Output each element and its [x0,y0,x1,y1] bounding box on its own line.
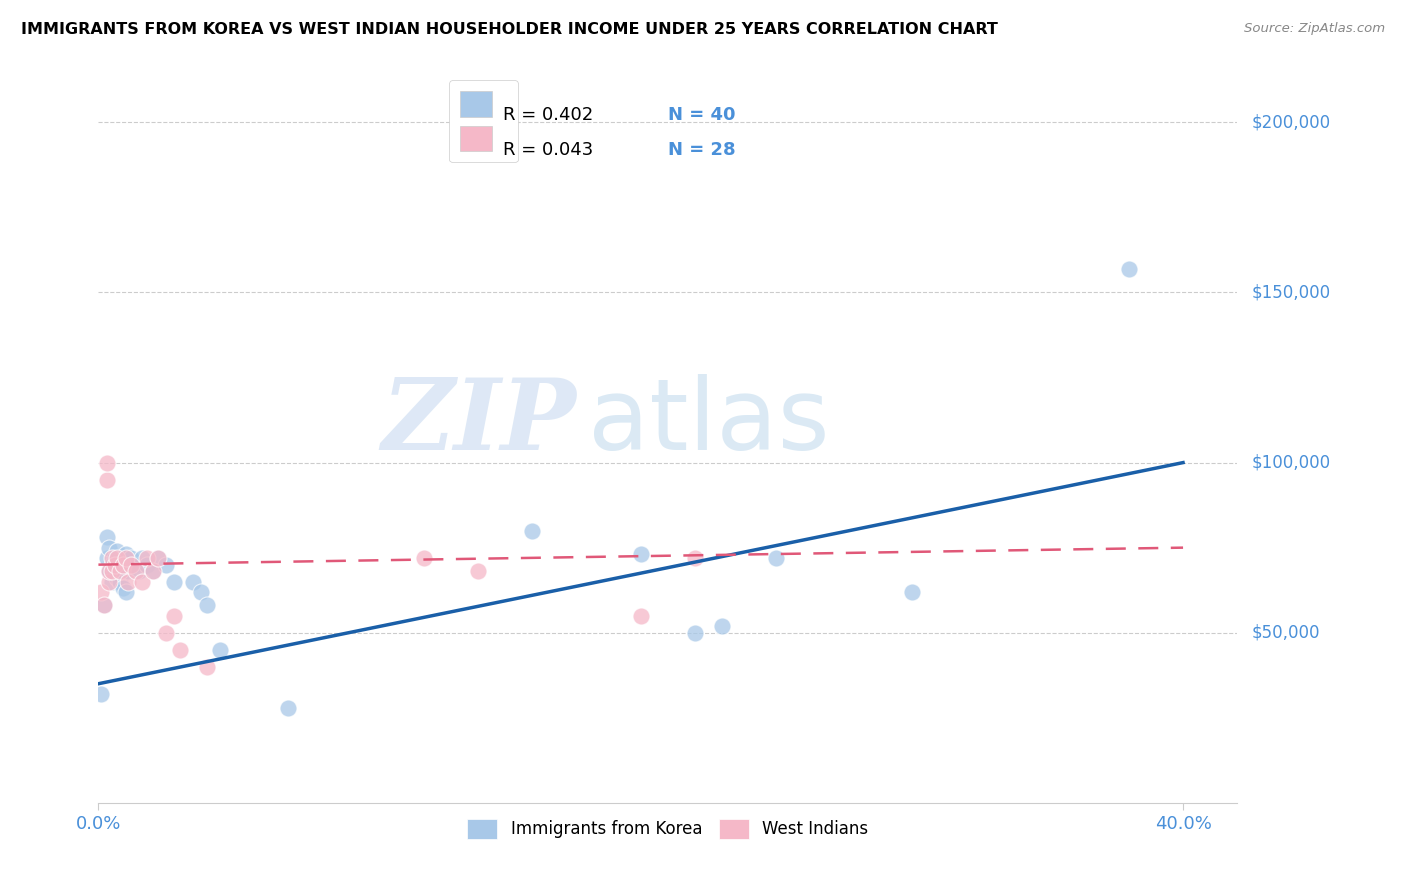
Point [96,550,118,565]
Point [142,565,165,579]
Text: Source: ZipAtlas.com: Source: ZipAtlas.com [1244,22,1385,36]
Point [120,558,142,572]
Point [111,582,134,596]
Point [630,548,652,562]
Point [711,619,734,633]
Point [101,558,124,572]
Point [142,565,165,579]
Point [107,571,129,585]
Point [104,550,127,565]
Point [108,565,131,579]
Point [136,558,159,572]
Text: $100,000: $100,000 [1251,454,1330,472]
Point [183,574,205,589]
Point [101,565,124,579]
Point [683,550,706,565]
Point [163,608,186,623]
Point [98,565,121,579]
Point [96,531,118,545]
Point [108,558,131,572]
Point [190,585,212,599]
Point [98,574,121,589]
Point [901,585,924,599]
Point [412,550,434,565]
Point [108,574,131,589]
Point [683,625,706,640]
Text: ZIP: ZIP [382,375,576,471]
Point [131,550,153,565]
Point [195,599,218,613]
Text: R = 0.043: R = 0.043 [503,141,593,159]
Point [104,565,127,579]
Point [195,659,218,673]
Text: IMMIGRANTS FROM KOREA VS WEST INDIAN HOUSEHOLDER INCOME UNDER 25 YEARS CORRELATI: IMMIGRANTS FROM KOREA VS WEST INDIAN HOU… [21,22,998,37]
Point [125,565,148,579]
Text: $150,000: $150,000 [1251,284,1330,301]
Point [93,599,115,613]
Text: atlas: atlas [588,374,830,471]
Point [146,550,169,565]
Point [117,574,139,589]
Text: N = 28: N = 28 [668,141,735,159]
Point [117,565,139,579]
Point [96,473,118,487]
Point [277,700,299,714]
Point [1118,261,1140,276]
Point [522,524,544,538]
Point [111,565,134,579]
Point [169,642,191,657]
Point [98,541,121,555]
Text: N = 40: N = 40 [668,106,735,125]
Point [630,608,652,623]
Point [107,550,129,565]
Point [114,585,136,599]
Point [101,550,124,565]
Point [104,558,127,572]
Point [765,550,787,565]
Point [136,550,159,565]
Point [101,574,124,589]
Point [114,550,136,565]
Point [90,585,112,599]
Point [146,550,169,565]
Point [131,574,153,589]
Point [128,565,150,579]
Legend: Immigrants from Korea, West Indians: Immigrants from Korea, West Indians [461,812,875,846]
Text: $200,000: $200,000 [1251,113,1330,131]
Point [155,558,177,572]
Point [114,548,136,562]
Point [155,625,177,640]
Point [467,565,489,579]
Point [90,687,112,701]
Point [209,642,232,657]
Point [98,565,121,579]
Point [163,574,186,589]
Text: R = 0.402: R = 0.402 [503,106,593,125]
Text: $50,000: $50,000 [1251,624,1320,641]
Point [122,558,145,572]
Point [107,544,129,558]
Point [93,599,115,613]
Point [111,558,134,572]
Point [120,550,142,565]
Point [96,456,118,470]
